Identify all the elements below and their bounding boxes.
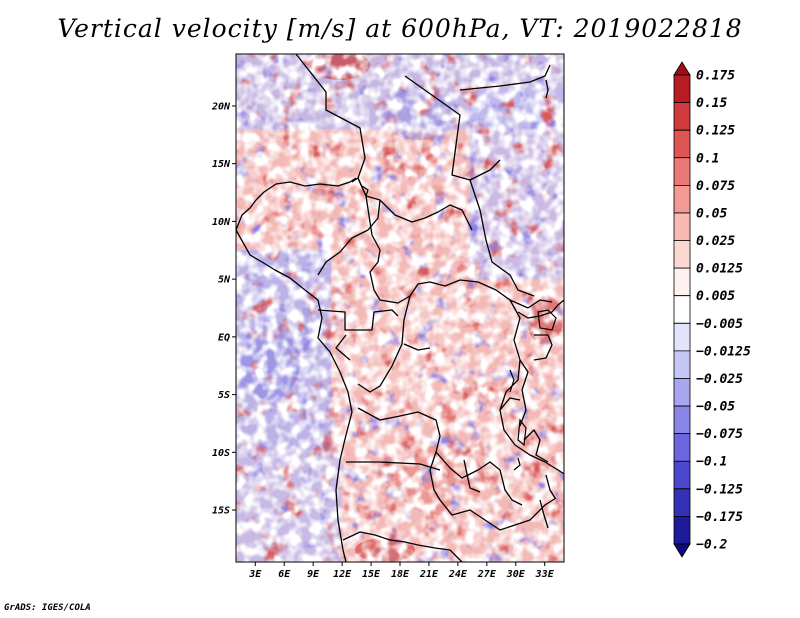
colorbar-label: 0.15 xyxy=(696,96,727,111)
grads-credit: GrADS: IGES/COLA xyxy=(4,603,91,613)
colorbar-swatch xyxy=(673,295,691,324)
colorbar-label: 0.05 xyxy=(696,206,727,221)
colorbar-label: 0.0125 xyxy=(696,262,743,277)
colorbar-label: 0.1 xyxy=(696,151,719,166)
colorbar-label: 0.005 xyxy=(696,289,735,304)
colorbar-swatch xyxy=(673,157,691,186)
colorbar-swatch xyxy=(673,212,691,241)
lat-tick-label: 5S xyxy=(218,390,230,401)
colorbar-swatch xyxy=(673,350,691,379)
velocity-field xyxy=(236,54,564,562)
colorbar-label: −0.175 xyxy=(696,510,743,525)
lat-tick-label: 15N xyxy=(212,159,231,170)
lon-tick-label: 3E xyxy=(248,569,262,580)
colorbar-label: −0.005 xyxy=(696,317,743,332)
colorbar-label: 0.075 xyxy=(696,179,735,194)
lon-tick-label: 12E xyxy=(333,569,352,580)
map-title: Vertical velocity [m/s] at 600hPa, VT: 2… xyxy=(57,14,743,43)
colorbar-swatch xyxy=(673,267,691,297)
colorbar-label: 0.025 xyxy=(696,234,735,249)
lat-tick-label: EQ xyxy=(218,332,230,343)
lon-tick-label: 24E xyxy=(448,569,468,580)
lat-tick-label: 10N xyxy=(212,217,231,228)
lon-tick-label: 15E xyxy=(362,569,381,580)
lat-tick-label: 15S xyxy=(212,506,230,517)
longitude-axis: 3E 6E 9E 12E 15E 18E 21E 24E 27E 30E 33E xyxy=(248,562,555,580)
colorbar-label: −0.2 xyxy=(696,538,727,553)
colorbar-swatch xyxy=(673,460,691,490)
lon-tick-label: 21E xyxy=(419,569,439,580)
lon-tick-label: 18E xyxy=(391,569,410,580)
lakes xyxy=(361,185,557,447)
colorbar-swatch xyxy=(673,240,691,269)
lon-tick-label: 27E xyxy=(477,569,497,580)
lon-tick-label: 33E xyxy=(535,569,555,580)
colorbar-label: 0.125 xyxy=(696,124,735,139)
colorbar-swatch xyxy=(673,61,691,76)
colorbar-swatch xyxy=(673,543,691,558)
latitude-axis: 20N 15N 10N 5N EQ 5S 10S 15S xyxy=(211,101,236,517)
colorbar-swatch xyxy=(673,322,691,352)
colorbar-label: −0.05 xyxy=(696,400,735,415)
colorbar-label: −0.1 xyxy=(696,455,727,470)
colorbar: 0.175 0.15 0.125 0.1 0.075 0.05 0.025 0.0125 0.0… xyxy=(673,61,751,558)
lon-tick-label: 9E xyxy=(307,569,320,580)
colorbar-label: −0.075 xyxy=(696,427,743,442)
colorbar-swatch xyxy=(673,378,691,407)
lat-tick-label: 10S xyxy=(212,448,230,459)
lon-tick-label: 30E xyxy=(506,569,526,580)
lat-tick-label: 5N xyxy=(218,275,231,286)
colorbar-swatch xyxy=(673,405,691,435)
colorbar-swatch xyxy=(673,74,691,103)
colorbar-swatch xyxy=(673,129,691,159)
colorbar-swatch xyxy=(673,433,691,462)
lon-tick-label: 6E xyxy=(278,569,291,580)
colorbar-swatch xyxy=(673,102,691,131)
colorbar-label: 0.175 xyxy=(696,69,735,84)
colorbar-swatch xyxy=(673,184,691,214)
colorbar-label: −0.0125 xyxy=(696,344,751,359)
colorbar-swatch xyxy=(673,516,691,545)
lat-tick-label: 20N xyxy=(211,101,231,112)
colorbar-label: −0.025 xyxy=(696,372,743,387)
colorbar-label: −0.125 xyxy=(696,482,743,497)
colorbar-swatch xyxy=(673,488,691,517)
